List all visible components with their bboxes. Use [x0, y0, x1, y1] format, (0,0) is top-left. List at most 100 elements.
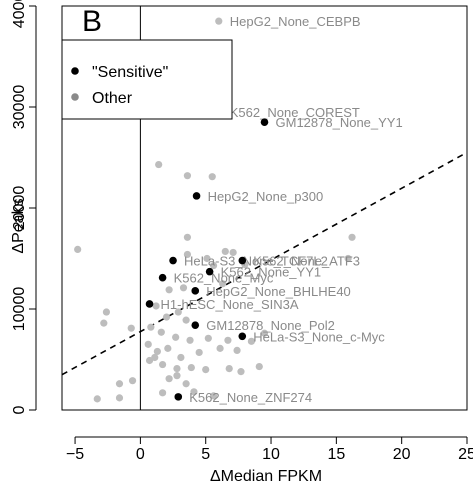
x-tick-label: 10: [262, 446, 280, 463]
point-other: [190, 388, 198, 396]
point-other: [255, 362, 263, 371]
point-sensitive: [191, 287, 200, 295]
point-other: [165, 375, 173, 383]
point-other: [179, 284, 188, 292]
point-sensitive: [191, 321, 200, 329]
x-tick-label: 20: [393, 446, 411, 463]
panel-label: B: [82, 5, 102, 38]
point-annotation: HepG2_None_p300: [208, 189, 324, 204]
point-other: [219, 280, 227, 288]
point-other: [247, 337, 256, 345]
legend-label: "Sensitive": [92, 64, 168, 81]
point-other: [195, 348, 203, 357]
y-tick-label: 40000: [11, 0, 28, 28]
point-other: [115, 380, 124, 388]
point-annotation: K562_None_Myc: [174, 271, 274, 286]
point-other: [157, 328, 165, 336]
point-other: [202, 366, 210, 374]
point-other: [216, 344, 224, 352]
point-annotation: HepG2_None_CEBPB: [230, 14, 361, 29]
point-other: [153, 347, 161, 356]
plot-area: −5 0 5 10 15 20 25 0 10000 20000 30000 40000 HepG2_N…: [11, 0, 473, 463]
point-sensitive: [174, 393, 183, 401]
y-tick-label: 30000: [11, 85, 28, 130]
point-other: [187, 363, 195, 372]
point-other: [221, 247, 229, 256]
point-annotation: H1-hESC_None_SIN3A: [161, 297, 299, 312]
point-other: [127, 324, 135, 332]
point-sensitive: [145, 300, 154, 308]
point-other: [344, 254, 352, 263]
legend-box: [61, 39, 233, 120]
point-other: [182, 316, 190, 324]
point-other: [102, 308, 111, 316]
point-other: [183, 250, 192, 259]
point-other: [233, 346, 241, 355]
point-sensitive: [192, 192, 201, 200]
point-other: [147, 323, 155, 331]
point-annotation: GM12878_None_YY1: [276, 115, 403, 130]
point-other: [215, 17, 223, 25]
point-sensitive: [238, 332, 247, 341]
y-tick-label: 10000: [11, 287, 28, 332]
point-other: [203, 254, 211, 263]
point-sensitive: [260, 118, 269, 126]
point-other: [209, 261, 218, 270]
point-other: [204, 334, 212, 342]
point-other: [145, 356, 154, 365]
point-other: [164, 344, 172, 352]
point-other: [237, 368, 245, 376]
point-other: [173, 364, 181, 373]
point-other: [260, 329, 269, 337]
point-other: [173, 372, 181, 380]
point-other: [128, 377, 137, 385]
y-tick-label: 0: [11, 405, 28, 414]
x-tick-label: −5: [66, 446, 84, 463]
point-other: [183, 172, 192, 180]
point-other: [158, 389, 167, 397]
point-sensitive: [158, 273, 167, 282]
y-tick-label: 20000: [11, 186, 28, 231]
point-other: [186, 336, 194, 344]
point-other: [182, 380, 190, 388]
point-other: [152, 302, 160, 310]
point-other: [172, 333, 180, 341]
point-other: [158, 360, 167, 369]
point-other: [100, 319, 108, 327]
legend-label: Other: [92, 90, 133, 107]
point-other: [225, 364, 233, 373]
point-annotation: HeLa-S3_None_TCF7L2: [184, 254, 328, 269]
point-annotation: HeLa-S3_None_c-Myc: [253, 329, 385, 344]
point-annotation: GM12878_None_Pol2: [206, 318, 335, 333]
legend-marker: [71, 93, 79, 101]
y-axis-label: ΔPeaks: [10, 198, 27, 253]
point-other: [209, 392, 218, 400]
legend-marker: [71, 67, 79, 75]
point-sensitive: [205, 267, 214, 276]
point-other: [208, 173, 216, 181]
point-other: [151, 353, 159, 362]
point-other: [115, 394, 124, 402]
point-annotation: HepG2_None_BHLHE40: [206, 284, 351, 299]
point-annotation: K562_None_YY1: [221, 265, 321, 280]
point-other: [144, 340, 152, 348]
x-axis-label: ΔMedian FPKM: [210, 468, 322, 485]
point-annotation: K562_None_COREST: [230, 105, 360, 120]
point-other: [183, 233, 192, 241]
point-other: [348, 233, 356, 241]
x-tick-label: 15: [327, 446, 345, 463]
point-annotation: K562_None_ZNF274: [189, 390, 312, 405]
x-tick-label: 5: [201, 446, 210, 463]
point-sensitive: [238, 256, 247, 265]
point-other: [165, 286, 173, 294]
point-other: [174, 308, 182, 316]
point-other: [229, 248, 237, 257]
point-annotation: K562_None_ATF3: [253, 254, 360, 269]
x-tick-label: 25: [458, 446, 473, 463]
legend: "Sensitive" Other: [61, 39, 233, 120]
x-tick-label: 0: [136, 446, 145, 463]
point-other: [162, 313, 171, 321]
point-other: [93, 395, 101, 403]
point-other: [224, 336, 232, 344]
